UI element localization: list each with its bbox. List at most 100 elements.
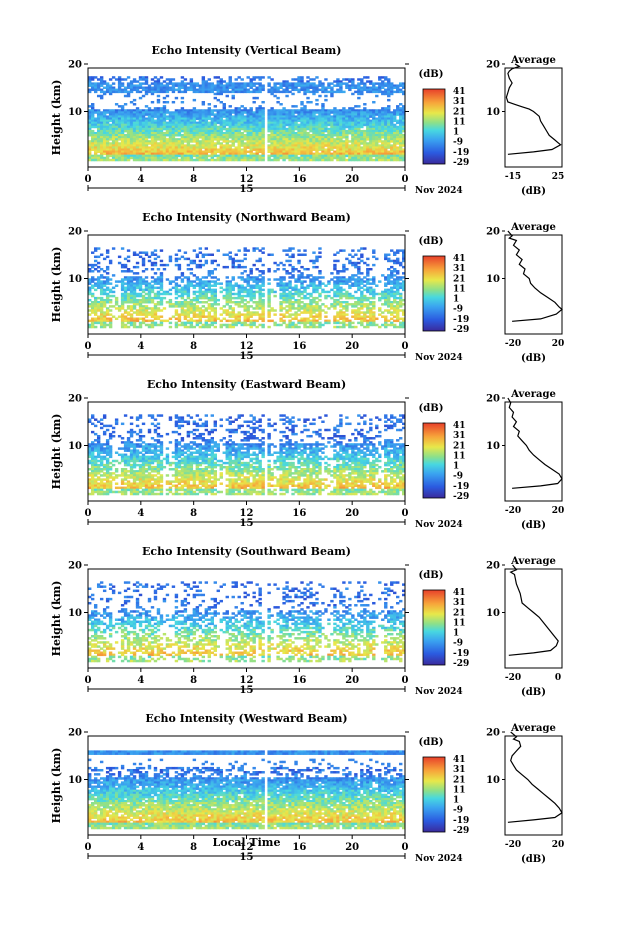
heatmap-cell bbox=[366, 138, 370, 141]
heatmap-cell bbox=[387, 129, 391, 133]
heatmap-cell bbox=[255, 284, 259, 287]
heatmap-cell bbox=[384, 142, 388, 145]
heatmap-cell bbox=[378, 113, 382, 116]
heatmap-cell bbox=[285, 154, 289, 158]
heatmap-cell bbox=[375, 94, 379, 98]
heatmap-cell bbox=[129, 144, 134, 147]
heatmap-cell bbox=[216, 119, 220, 123]
heatmap-cell bbox=[342, 123, 346, 127]
heatmap-cell bbox=[387, 121, 391, 125]
heatmap-cell bbox=[132, 127, 137, 131]
heatmap-cell bbox=[321, 115, 325, 118]
heatmap-cell bbox=[258, 158, 262, 162]
heatmap-cell bbox=[369, 148, 373, 151]
heatmap-cell bbox=[156, 123, 161, 127]
heatmap-cell bbox=[384, 156, 388, 160]
heatmap-cell bbox=[291, 292, 295, 296]
heatmap-cell bbox=[315, 136, 319, 139]
heatmap-cell bbox=[267, 90, 271, 94]
heatmap-cell bbox=[249, 148, 253, 151]
heatmap-cell bbox=[243, 158, 247, 162]
heatmap-cell bbox=[111, 127, 116, 131]
heatmap-cell bbox=[210, 136, 214, 139]
heatmap-cell bbox=[393, 152, 397, 156]
heatmap-cell bbox=[138, 146, 143, 149]
heatmap-cell bbox=[144, 282, 149, 285]
heatmap-cell bbox=[222, 119, 226, 123]
heatmap-cell bbox=[309, 82, 313, 85]
heatmap-cell bbox=[210, 148, 214, 151]
heatmap-cell bbox=[216, 142, 220, 145]
heatmap-cell bbox=[243, 309, 247, 312]
heatmap-cell bbox=[273, 88, 277, 92]
heatmap-cell bbox=[246, 131, 250, 135]
heatmap-cell bbox=[315, 131, 319, 135]
heatmap-cell bbox=[306, 90, 310, 94]
heatmap-cell bbox=[216, 86, 220, 89]
heatmap-cell bbox=[120, 288, 125, 292]
heatmap-cell bbox=[204, 284, 209, 287]
heatmap-cell bbox=[99, 96, 104, 100]
heatmap-cell bbox=[186, 144, 191, 147]
heatmap-cell bbox=[396, 136, 400, 139]
heatmap-cell bbox=[180, 117, 185, 120]
heatmap-cell bbox=[168, 142, 173, 145]
heatmap-cell bbox=[114, 134, 119, 137]
heatmap-cell bbox=[96, 123, 101, 127]
heatmap-cell bbox=[252, 158, 256, 162]
heatmap-cell bbox=[363, 148, 367, 151]
heatmap-cell bbox=[339, 111, 343, 114]
heatmap-cell bbox=[225, 84, 229, 87]
heatmap-cell bbox=[201, 90, 206, 94]
heatmap-cell bbox=[201, 292, 206, 296]
heatmap-cell bbox=[204, 259, 209, 263]
heatmap-cell bbox=[300, 121, 304, 125]
heatmap-cell bbox=[141, 140, 146, 143]
heatmap-cell bbox=[321, 88, 325, 92]
heatmap-cell bbox=[210, 259, 214, 263]
heatmap-cell bbox=[132, 123, 137, 127]
heatmap-cell bbox=[135, 158, 140, 162]
heatmap-cell bbox=[339, 113, 343, 116]
heatmap-cell bbox=[237, 158, 241, 162]
heatmap-cell bbox=[381, 296, 385, 300]
heatmap-cell bbox=[363, 261, 367, 265]
heatmap-cell bbox=[150, 109, 155, 112]
heatmap-cell bbox=[96, 82, 101, 85]
heatmap-cell bbox=[234, 107, 238, 110]
heatmap-cell bbox=[135, 119, 140, 123]
heatmap-cell bbox=[225, 152, 229, 156]
heatmap-cell bbox=[126, 131, 131, 135]
heatmap-cell bbox=[255, 247, 259, 250]
heatmap-cell bbox=[324, 111, 328, 114]
heatmap-cell bbox=[195, 111, 200, 114]
heatmap-cell bbox=[165, 319, 170, 323]
heatmap-cell bbox=[153, 107, 158, 110]
heatmap-cell bbox=[276, 109, 280, 112]
heatmap-cell bbox=[360, 158, 364, 162]
heatmap-cell bbox=[351, 119, 355, 123]
heatmap-cell bbox=[363, 82, 367, 85]
heatmap-cell bbox=[321, 148, 325, 151]
heatmap-cell bbox=[249, 154, 253, 158]
heatmap-cell bbox=[393, 117, 397, 120]
heatmap-cell bbox=[261, 100, 265, 104]
heatmap-cell bbox=[102, 140, 107, 143]
heatmap-cell bbox=[180, 107, 185, 110]
heatmap-cell bbox=[309, 127, 313, 131]
heatmap-cell bbox=[171, 156, 176, 160]
heatmap-cell bbox=[231, 127, 235, 131]
heatmap-cell bbox=[135, 148, 140, 151]
heatmap-cell bbox=[120, 107, 125, 110]
heatmap-cell bbox=[225, 144, 229, 147]
heatmap-cell bbox=[372, 146, 376, 149]
heatmap-cell bbox=[216, 158, 220, 162]
heatmap-cell bbox=[93, 131, 98, 135]
heatmap-cell bbox=[249, 284, 253, 287]
heatmap-cell bbox=[372, 123, 376, 127]
heatmap-cell bbox=[186, 88, 191, 92]
heatmap-cell bbox=[399, 115, 403, 118]
heatmap-cell bbox=[213, 138, 217, 141]
heatmap-cell bbox=[207, 127, 212, 131]
heatmap-cell bbox=[219, 88, 223, 92]
